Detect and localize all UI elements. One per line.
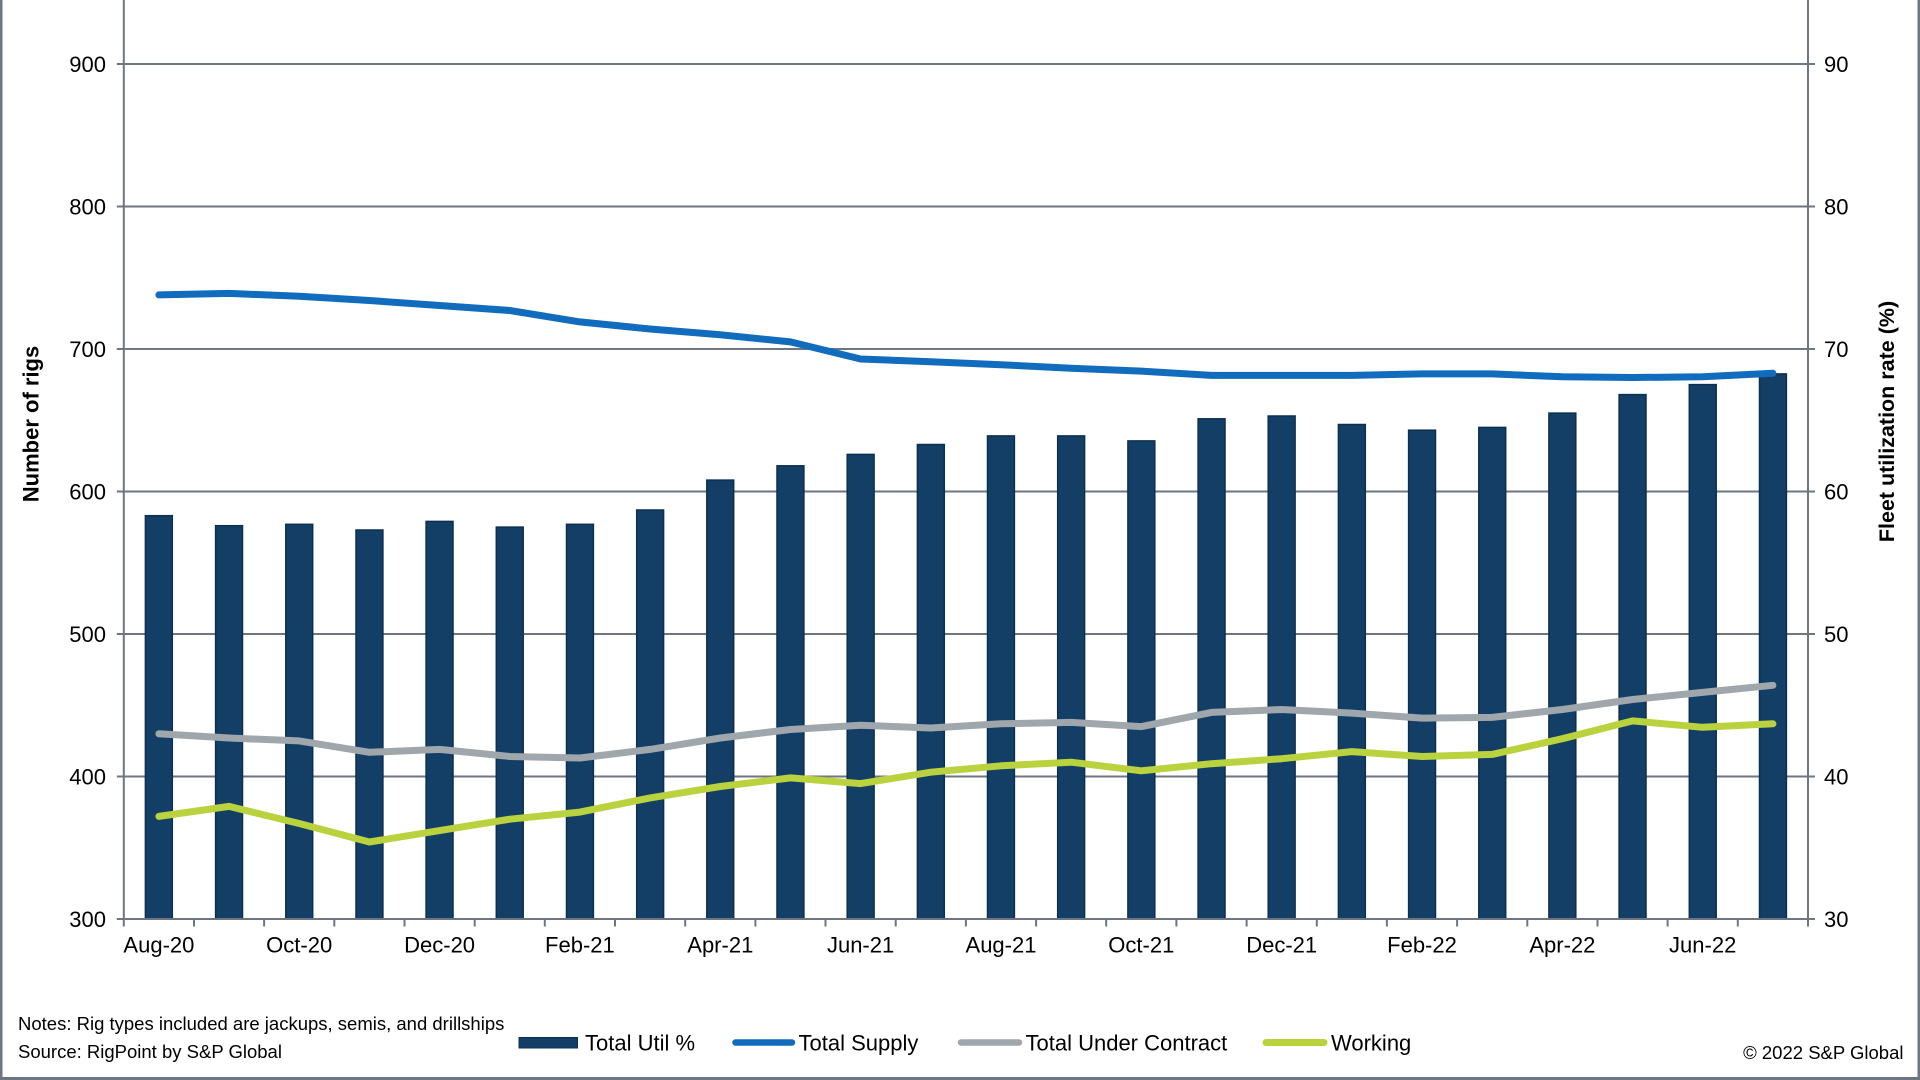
svg-text:Source: RigPoint by S&P Global: Source: RigPoint by S&P Global [18,1041,282,1062]
svg-text:Apr-22: Apr-22 [1529,933,1595,958]
svg-text:Aug-21: Aug-21 [966,933,1037,958]
svg-text:Oct-20: Oct-20 [266,933,332,958]
svg-text:300: 300 [69,907,106,932]
svg-text:Jun-21: Jun-21 [827,933,894,958]
svg-text:40: 40 [1824,765,1848,790]
svg-text:Feb-21: Feb-21 [545,933,615,958]
svg-text:Working: Working [1331,1031,1411,1056]
svg-text:Oct-21: Oct-21 [1108,933,1174,958]
svg-text:70: 70 [1824,337,1848,362]
svg-text:Number of rigs: Number of rigs [19,346,44,502]
svg-text:500: 500 [69,622,106,647]
svg-text:Total Supply: Total Supply [799,1031,919,1056]
svg-text:Aug-20: Aug-20 [123,933,194,958]
svg-text:90: 90 [1824,52,1848,77]
svg-text:50: 50 [1824,622,1848,647]
svg-text:400: 400 [69,765,106,790]
svg-text:800: 800 [69,195,106,220]
svg-text:80: 80 [1824,195,1848,220]
svg-text:Jun-22: Jun-22 [1669,933,1736,958]
svg-text:Total Util %: Total Util % [585,1031,695,1056]
svg-text:Dec-20: Dec-20 [404,933,475,958]
svg-text:Feb-22: Feb-22 [1387,933,1457,958]
svg-text:Notes: Rig types included are: Notes: Rig types included are jackups, s… [18,1013,504,1034]
svg-text:Dec-21: Dec-21 [1246,933,1317,958]
svg-text:Fleet utilization rate (%): Fleet utilization rate (%) [1875,301,1899,542]
svg-text:30: 30 [1824,907,1848,932]
svg-text:Apr-21: Apr-21 [687,933,753,958]
svg-text:600: 600 [69,480,106,505]
svg-text:60: 60 [1824,480,1848,505]
svg-text:Total Under Contract: Total Under Contract [1026,1031,1228,1056]
svg-text:700: 700 [69,337,106,362]
svg-text:900: 900 [69,52,106,77]
svg-text:© 2022 S&P Global: © 2022 S&P Global [1743,1042,1903,1063]
